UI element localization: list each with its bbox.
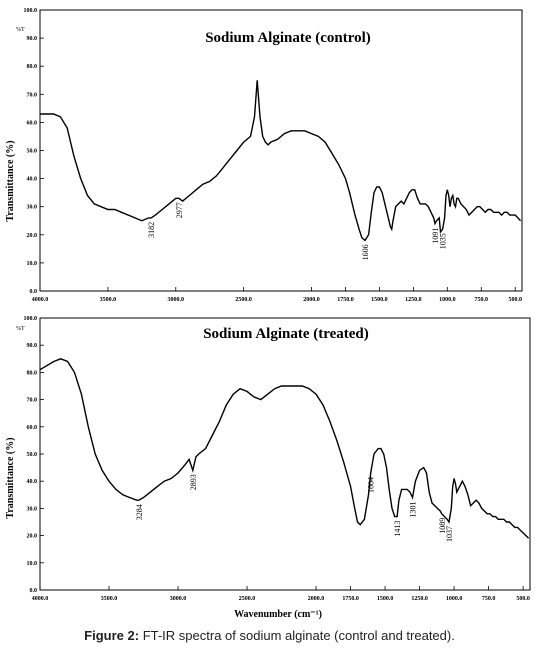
y-tick-label: 100.0 [24,316,38,322]
peak-label: 1037 [445,526,454,542]
peak-label: 2977 [175,202,184,218]
x-tick-label: 1000.0 [439,297,456,303]
caption-text: FT-IR spectra of sodium alginate (contro… [142,628,455,643]
y-tick-label: 100.0 [24,8,38,14]
y-tick-label: 80.0 [27,64,38,70]
y-tick-label: 60.0 [27,425,38,431]
y-tick-label: 50.0 [27,149,38,155]
x-tick-label: 1000.0 [446,596,463,602]
y-tick-label: 30.0 [27,205,38,211]
x-tick-label: 3000.0 [168,297,185,303]
y-ticks: 0.0 10.0 20.0 30.0 40.0 50.0 60.0 70.0 80.0 90.0 1… [24,8,44,295]
y-unit-label: %T [16,326,25,332]
x-tick-label: 750.0 [475,297,489,303]
chart-title: Sodium Alginate (treated) [203,326,369,342]
x-ticks: 4000.0 3500.0 3000.0 2500.0 2000.0 1750.0 1500… [32,586,530,602]
y-axis-label: Transmittance (%) [5,437,16,518]
x-tick-label: 1250.0 [405,297,422,303]
y-tick-label: 40.0 [27,177,38,183]
y-tick-label: 60.0 [27,120,38,126]
y-tick-label: 70.0 [27,92,38,98]
x-tick-label: 2500.0 [239,596,256,602]
x-tick-label: 2500.0 [235,297,252,303]
peak-label: 1301 [409,502,418,518]
x-tick-label: 1500.0 [377,596,394,602]
peak-label: 3284 [135,504,144,520]
peak-label: 1091 [431,228,440,244]
y-tick-label: 0.0 [30,289,38,295]
y-tick-label: 20.0 [27,233,38,239]
peak-label: 1606 [361,244,370,260]
y-unit-label: %T [16,27,25,33]
x-tick-label: 1250.0 [411,596,428,602]
x-tick-label: 2000.0 [303,297,320,303]
x-ticks: 4000.0 3500.0 3000.0 2500.0 2000.0 1750.0 1500… [32,287,522,303]
x-tick-label: 3000.0 [170,596,187,602]
peak-label: 1604 [367,477,376,493]
x-tick-label: 750.0 [482,596,496,602]
y-tick-label: 50.0 [27,452,38,458]
x-tick-label: 4000.0 [32,596,49,602]
y-axis-label: Transmittance (%) [5,140,16,221]
x-tick-label: 4000.0 [32,297,49,303]
y-tick-label: 20.0 [27,534,38,540]
y-tick-label: 10.0 [27,261,38,267]
y-tick-label: 30.0 [27,506,38,512]
peak-label: 1413 [393,521,402,537]
plot-frame [39,9,523,292]
x-tick-label: 1750.0 [342,596,359,602]
y-ticks: 0.0 10.0 20.0 30.0 40.0 50.0 60.0 70.0 80.0 90.0 1… [24,316,44,594]
x-tick-label: 2000.0 [308,596,325,602]
peak-label: 1089 [438,518,447,534]
spectrum-line-treated [39,358,530,539]
x-axis-label: Wavenumber (cm⁻¹) [234,609,322,620]
treated-spectrum-panel: Sodium Alginate (treated) Transmittance … [5,316,531,620]
x-tick-label: 3500.0 [100,297,117,303]
y-tick-label: 70.0 [27,398,38,404]
peak-label: 3182 [147,222,156,238]
peak-label: 2893 [189,474,198,490]
figure-caption: Figure 2: FT-IR spectra of sodium algina… [0,628,539,643]
spectrum-line-control [40,80,522,242]
control-spectrum-panel: Sodium Alginate (control) Transmittance … [5,8,523,303]
y-tick-label: 0.0 [30,588,38,594]
chart-title: Sodium Alginate (control) [205,30,371,46]
y-tick-label: 80.0 [27,370,38,376]
x-tick-label: 500.0 [516,596,530,602]
x-tick-label: 500.0 [508,297,522,303]
plot-frame [39,317,531,591]
y-tick-label: 90.0 [27,36,38,42]
y-tick-label: 90.0 [27,343,38,349]
y-tick-label: 10.0 [27,561,38,567]
caption-label: Figure 2: [84,628,140,643]
y-tick-label: 40.0 [27,479,38,485]
peak-label: 1035 [439,233,448,249]
x-tick-label: 1750.0 [337,297,354,303]
x-tick-label: 1500.0 [371,297,388,303]
x-tick-label: 3500.0 [101,596,118,602]
